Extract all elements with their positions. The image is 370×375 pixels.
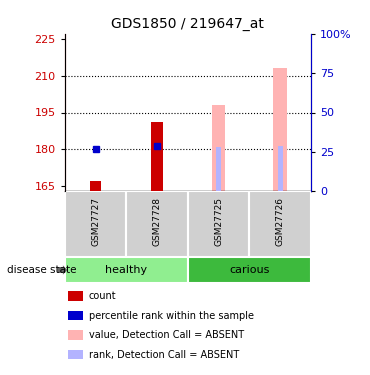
Text: disease state: disease state: [7, 265, 77, 275]
Bar: [278, 146, 283, 191]
Bar: [273, 68, 287, 191]
Text: GSM27728: GSM27728: [152, 196, 162, 246]
Text: GSM27726: GSM27726: [276, 196, 285, 246]
Text: rank, Detection Call = ABSENT: rank, Detection Call = ABSENT: [89, 350, 239, 360]
Bar: [126, 191, 188, 257]
Bar: [90, 182, 101, 191]
Bar: [212, 105, 225, 191]
Bar: [188, 257, 311, 283]
Text: GSM27725: GSM27725: [214, 196, 223, 246]
Text: count: count: [89, 291, 117, 301]
Bar: [249, 191, 311, 257]
Bar: [151, 122, 162, 191]
Bar: [188, 191, 249, 257]
Bar: [216, 147, 221, 191]
Text: value, Detection Call = ABSENT: value, Detection Call = ABSENT: [89, 330, 244, 340]
Text: healthy: healthy: [105, 265, 147, 275]
Text: carious: carious: [229, 265, 269, 275]
Text: GSM27727: GSM27727: [91, 196, 100, 246]
Title: GDS1850 / 219647_at: GDS1850 / 219647_at: [111, 17, 264, 32]
Bar: [65, 257, 188, 283]
Text: percentile rank within the sample: percentile rank within the sample: [89, 311, 254, 321]
Bar: [65, 191, 126, 257]
